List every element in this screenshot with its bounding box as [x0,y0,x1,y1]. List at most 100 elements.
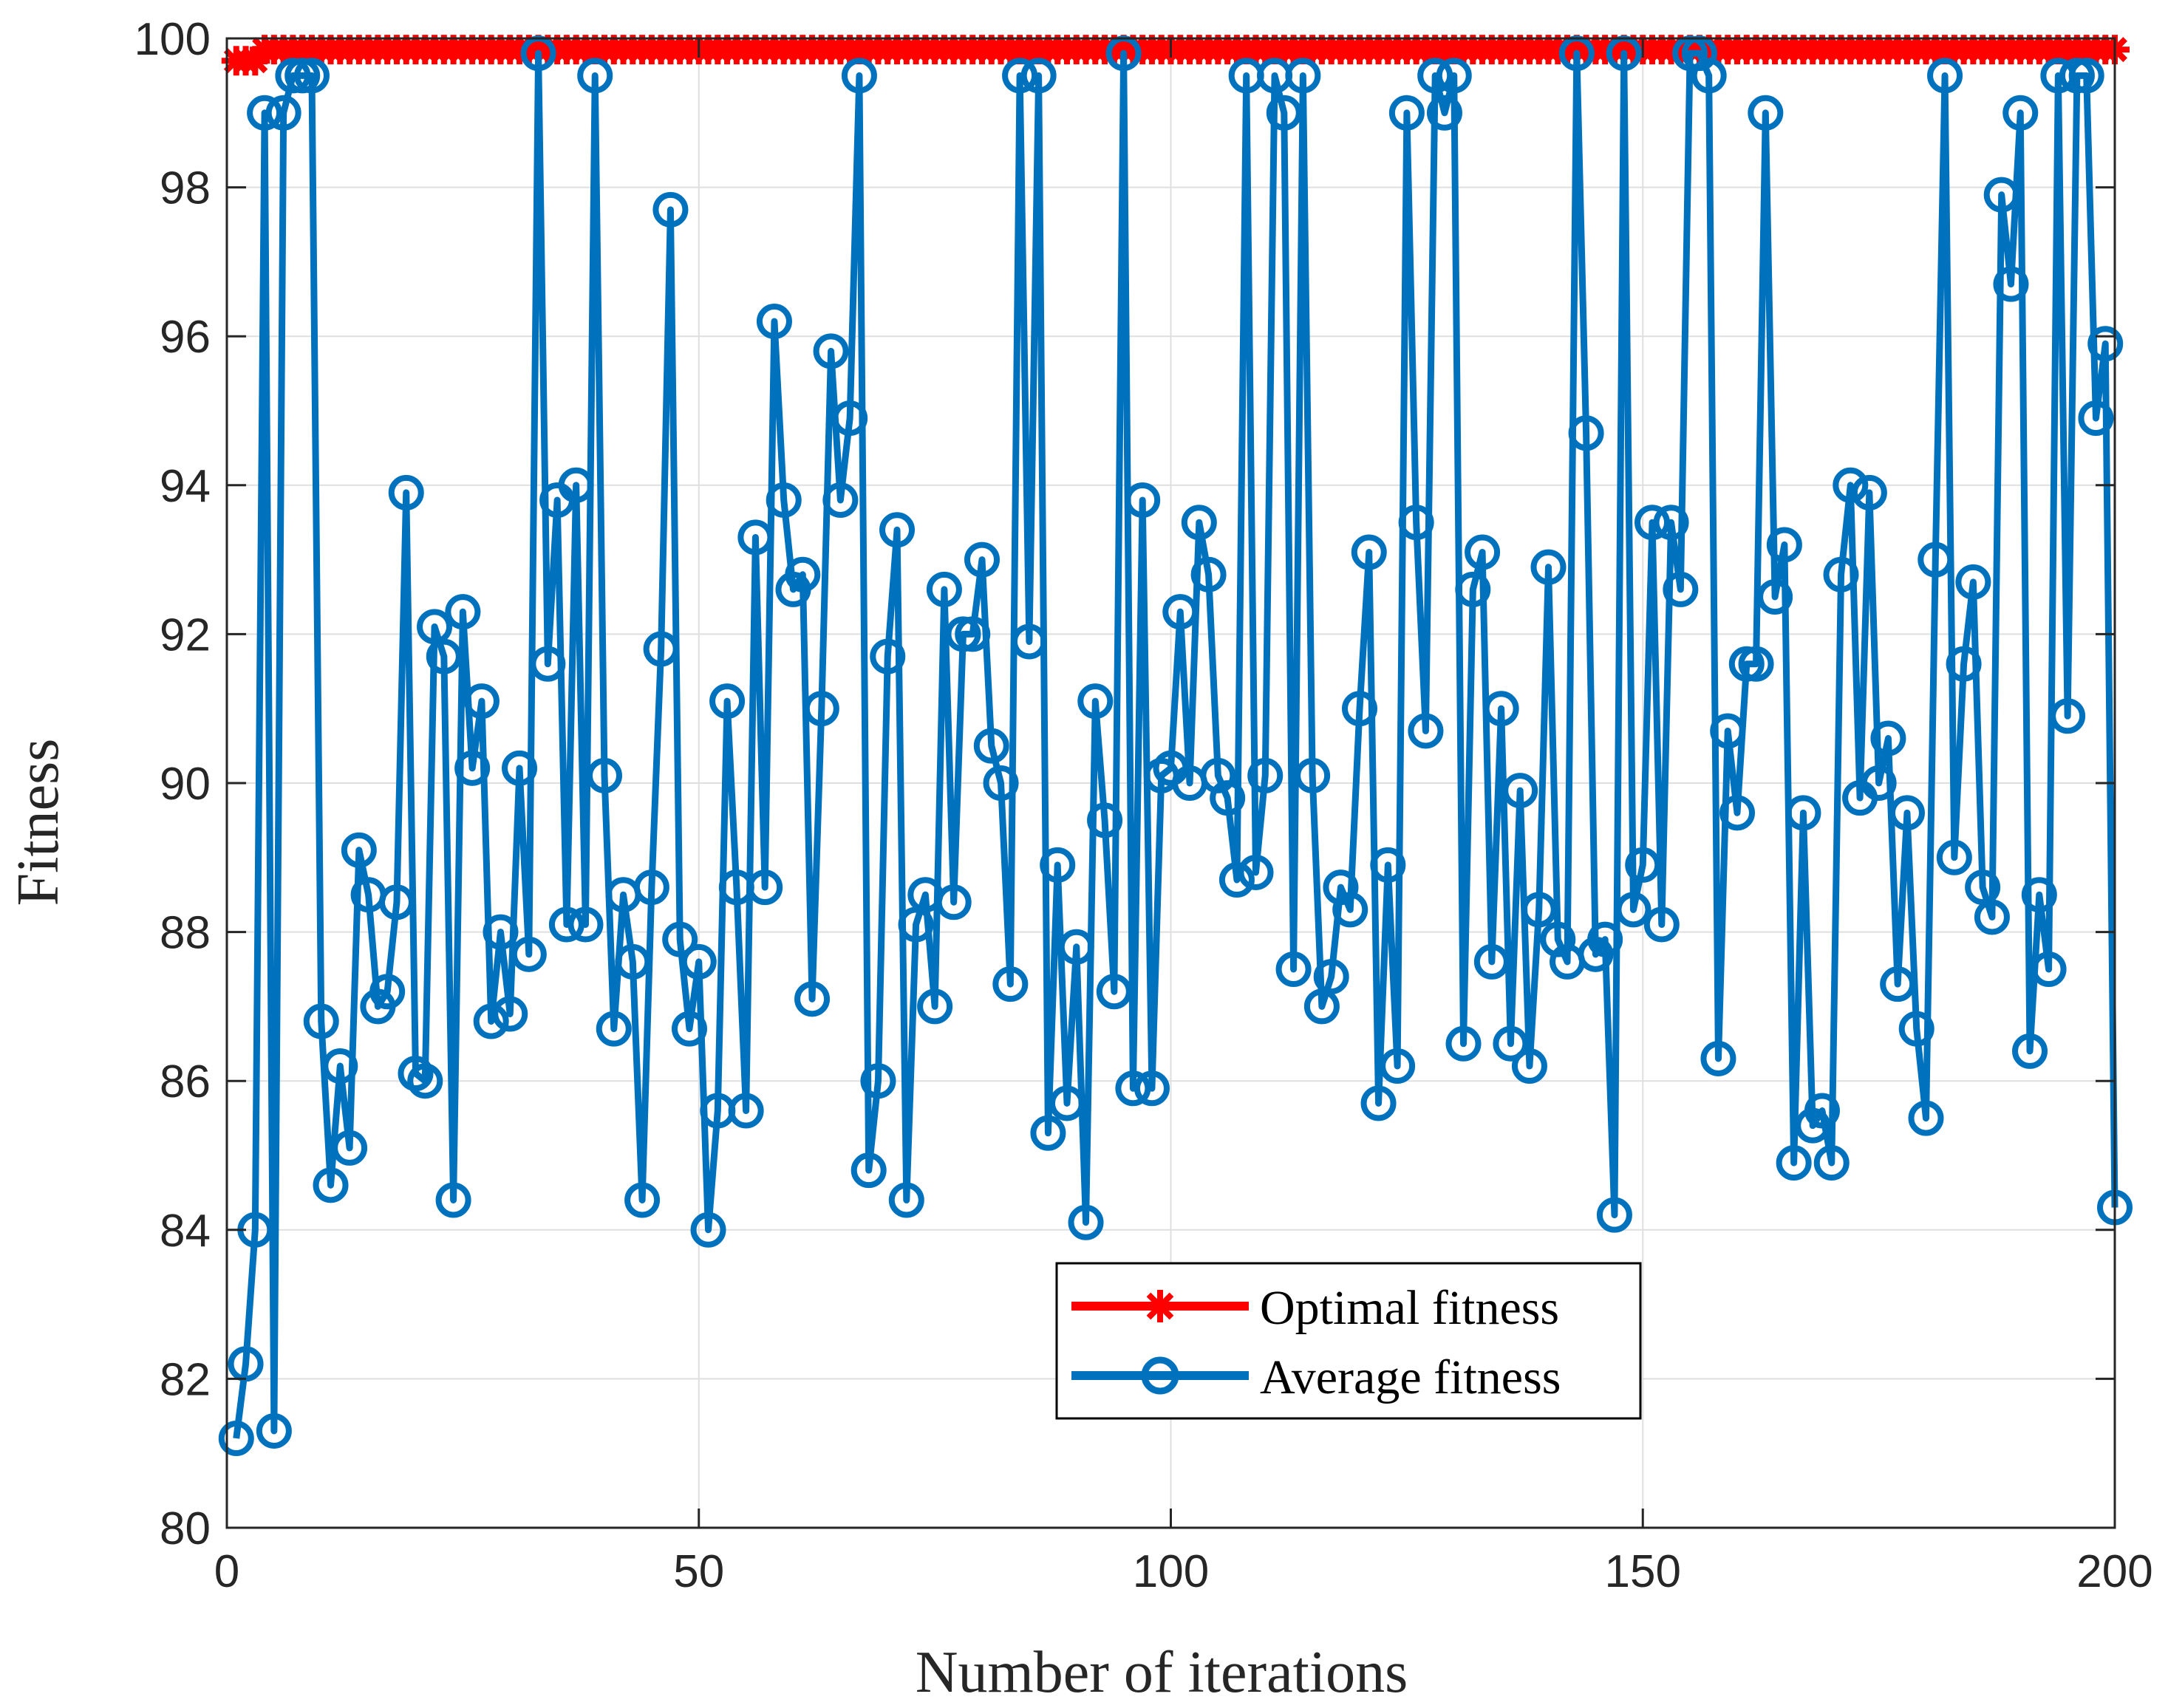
average-point-88 [1040,847,1076,883]
average-point-45 [633,870,669,906]
average-point-82 [983,765,1019,801]
y-axis-ticks: 80 82 84 86 88 90 92 94 96 98 100 [134,14,2115,1554]
average-point-139 [1521,892,1557,928]
average-point-34 [530,646,566,682]
x-tick-label-0: 0 [214,1546,239,1597]
legend-label-average: Average fitness [1260,1350,1561,1404]
average-point-150 [1625,847,1661,883]
average-point-179 [1898,1011,1935,1047]
average-point-86 [1020,58,1057,94]
average-point-165 [1766,527,1802,563]
average-point-147 [1596,1197,1632,1233]
average-point-172 [1833,467,1869,503]
average-point-91 [1068,1204,1104,1240]
average-point-48 [662,921,698,957]
average-point-28 [473,1003,509,1039]
y-tick-label-6: 92 [160,609,211,660]
average-point-51 [690,1212,726,1248]
average-point-12 [322,1048,358,1084]
average-point-87 [1030,1115,1066,1151]
average-point-113 [1275,952,1312,987]
average-point-134 [1473,943,1510,980]
average-point-101 [1162,594,1199,630]
y-axis-title: Fitness [6,739,71,906]
average-point-49 [671,1011,707,1047]
average-point-137 [1502,773,1538,809]
average-point-44 [624,1182,661,1218]
average-point-13 [332,1130,368,1166]
average-point-116 [1303,988,1340,1025]
average-point-178 [1889,795,1925,831]
series-average-fitness [218,35,2133,1457]
average-point-115 [1295,757,1331,793]
average-point-32 [511,936,547,972]
average-point-90 [1058,929,1094,965]
average-point-58 [756,304,792,340]
average-point-170 [1813,1145,1850,1181]
average-point-77 [935,884,972,920]
plot-area [218,35,2133,1457]
average-point-40 [587,757,622,793]
average-point-46 [643,631,679,667]
legend: Optimal fitness Average fitness [1055,1262,1642,1420]
y-tick-label-0: 80 [160,1503,211,1554]
average-point-136 [1493,1025,1529,1062]
average-point-72 [888,1182,924,1218]
average-point-107 [1218,862,1255,898]
average-point-55 [728,1093,764,1129]
average-point-153 [1653,505,1689,541]
y-tick-label-8: 96 [160,312,211,363]
average-point-66 [832,400,868,437]
average-point-19 [388,474,424,510]
average-point-123 [1370,847,1406,883]
average-point-27 [463,683,500,720]
average-point-93 [1087,802,1123,838]
legend-item-average: Average fitness [1071,1350,1561,1404]
average-point-29 [483,914,519,950]
y-tick-label-5: 90 [160,759,211,810]
x-tick-label-3: 150 [1605,1546,1681,1597]
average-point-56 [737,519,774,556]
average-point-171 [1823,556,1859,592]
average-point-166 [1776,1145,1812,1181]
average-point-127 [1408,713,1444,749]
average-point-103 [1181,505,1217,541]
average-point-193 [2031,952,2067,987]
average-point-182 [1927,58,1963,94]
average-point-1 [218,1421,254,1457]
average-point-97 [1125,482,1161,518]
average-point-24 [435,1182,471,1218]
average-point-83 [992,966,1029,1002]
average-point-47 [652,191,689,228]
average-point-94 [1096,974,1132,1010]
average-point-73 [898,906,934,943]
average-point-106 [1210,780,1246,816]
y-tick-label-4: 88 [160,908,211,959]
average-point-43 [615,943,651,980]
average-fitness-line [233,49,2118,1439]
average-point-30 [492,996,528,1032]
average-point-140 [1530,549,1567,585]
average-point-125 [1388,95,1425,131]
average-point-98 [1134,1070,1170,1107]
average-point-119 [1332,892,1368,928]
average-point-9 [293,58,330,94]
average-point-85 [1011,624,1047,660]
average-point-195 [2050,698,2086,734]
average-point-198 [2078,400,2114,437]
average-point-67 [841,58,877,94]
average-point-26 [454,750,491,786]
average-point-124 [1380,1048,1416,1084]
average-point-6 [265,95,301,131]
average-point-21 [407,1063,443,1099]
average-point-126 [1398,505,1434,541]
y-tick-label-1: 82 [160,1354,211,1405]
average-point-151 [1634,505,1671,541]
average-point-189 [1993,266,2029,302]
average-point-109 [1238,854,1274,890]
average-point-62 [794,981,831,1017]
y-tick-label-10: 100 [134,14,211,65]
average-point-177 [1880,966,1916,1002]
legend-star-stroke [1146,1292,1174,1320]
average-point-131 [1445,1025,1482,1062]
